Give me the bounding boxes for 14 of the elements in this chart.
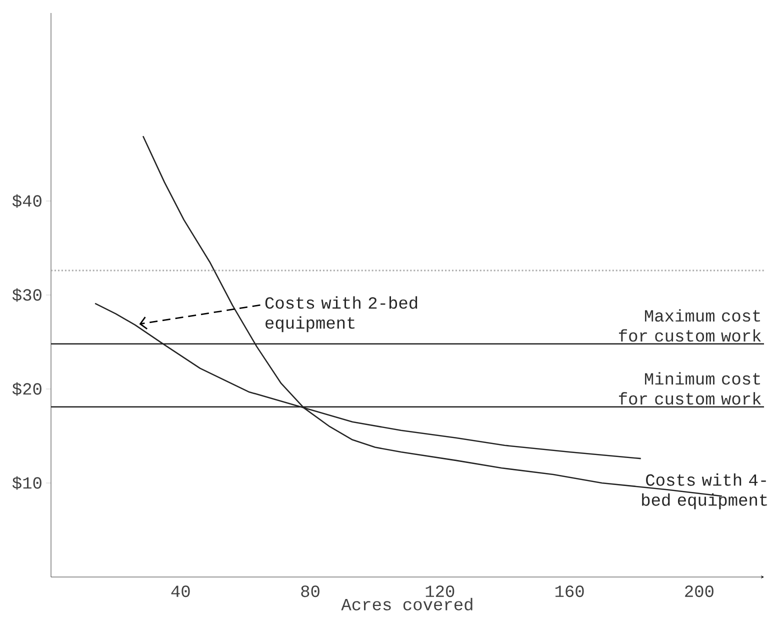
x-tick-label: 200 <box>685 586 714 598</box>
y-tick-label: $10 <box>12 476 42 490</box>
x-axis-title: Acres covered <box>341 598 472 610</box>
ref-line-label: Maximum cost for custom work <box>618 309 761 342</box>
y-tick-label: $30 <box>12 288 42 302</box>
y-tick-label: $40 <box>12 194 42 208</box>
annotation: Costs with 4-bed equipment <box>642 473 767 510</box>
annotation: Costs with 2-bed equipment <box>265 296 418 332</box>
x-tick-label: 120 <box>426 586 454 598</box>
x-tick-label: 160 <box>555 586 584 598</box>
x-tick-label: 80 <box>301 586 320 598</box>
y-tick-label: $20 <box>12 382 42 396</box>
x-tick-label: 40 <box>171 586 190 598</box>
ref-line-label: Minimum cost for custom work <box>618 372 761 405</box>
